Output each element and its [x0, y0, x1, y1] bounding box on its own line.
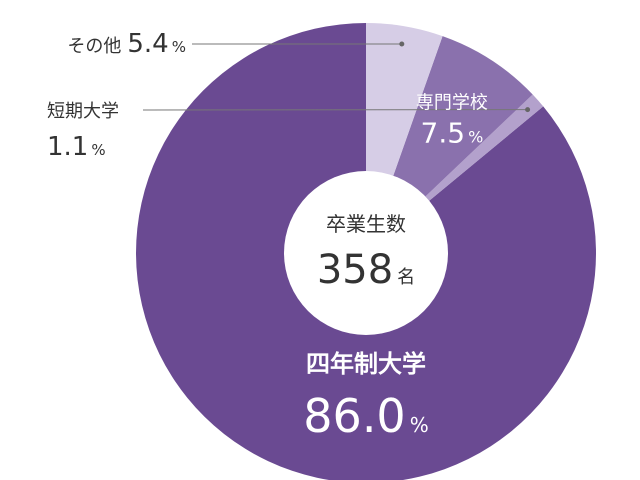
center-hole — [284, 171, 448, 335]
slice-labels: 四年制大学 86.0 % 短期大学 1.1 % 専門学校 7.5 % その他 5.4% — [47, 29, 488, 443]
slice-label-2: 短期大学 — [47, 101, 119, 122]
leader-lines — [142, 41, 531, 113]
center-value-line: 358 名 — [317, 247, 415, 293]
slice-label-3: 専門学校 — [416, 92, 488, 113]
center-title: 卒業生数 — [326, 212, 406, 236]
center-unit: 名 — [397, 267, 415, 288]
slice-value-2: 1.1% — [47, 132, 106, 162]
slice-value-3: 7.5% — [421, 116, 484, 149]
slice-value-1: 86.0% — [303, 389, 428, 443]
leader-line-4-dot — [399, 41, 405, 47]
leader-line-2-dot — [525, 107, 531, 113]
center-value: 358 — [317, 247, 393, 293]
slice-label-1: 四年制大学 — [306, 350, 426, 378]
slice-label-4: その他 5.4% — [67, 29, 186, 59]
